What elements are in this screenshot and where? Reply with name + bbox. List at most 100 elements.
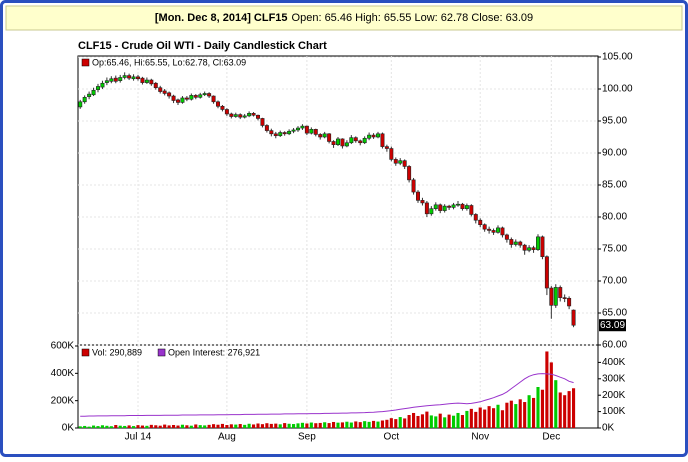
candle-body xyxy=(171,95,176,101)
volume-bar xyxy=(274,423,278,428)
candle-body xyxy=(336,138,340,145)
candle-body xyxy=(296,127,300,131)
candle-body xyxy=(464,205,469,209)
candle-body xyxy=(393,159,398,164)
volume-bar xyxy=(549,362,553,428)
candle-body xyxy=(544,256,549,289)
volume-bar xyxy=(234,424,238,428)
volume-bar xyxy=(376,421,380,428)
candle-body xyxy=(282,132,287,135)
volume-bar xyxy=(87,426,91,428)
candle-body xyxy=(149,79,154,85)
volume-bar xyxy=(283,423,287,428)
candle-body xyxy=(482,224,487,230)
candle-body xyxy=(571,309,576,326)
candle-body xyxy=(87,93,92,97)
header-text: [Mon. Dec 8, 2014] CLF15 Open: 65.46 High… xyxy=(155,12,533,24)
volume-bar xyxy=(140,425,144,428)
volume-bar xyxy=(407,415,411,428)
candle-body xyxy=(376,133,380,138)
candle-body xyxy=(540,236,545,257)
y-tick-label: 100.00 xyxy=(602,84,633,95)
candle-body xyxy=(158,87,163,92)
volume-bar xyxy=(420,414,424,428)
volume-bar xyxy=(398,417,402,428)
candle-body xyxy=(531,247,536,250)
price-panel xyxy=(77,55,599,346)
candle-body xyxy=(269,130,274,135)
volume-bar xyxy=(189,425,193,428)
candle-body xyxy=(433,204,438,209)
candle-body xyxy=(424,202,429,215)
candle-body xyxy=(411,179,416,193)
candle-body xyxy=(389,148,394,160)
y-tick-label: 80.00 xyxy=(602,212,627,223)
candle-body xyxy=(438,204,443,211)
x-tick-label: Oct xyxy=(384,432,400,443)
volume-bar xyxy=(385,419,389,428)
candle-body xyxy=(216,101,220,107)
volume-bar xyxy=(474,411,478,428)
y-tick-label: 105.00 xyxy=(602,52,633,63)
candle-body xyxy=(478,219,483,225)
volume-bar xyxy=(567,391,571,428)
candle-body xyxy=(349,137,354,144)
y2-tick-label: 400K xyxy=(602,357,626,368)
candle-body xyxy=(127,75,132,79)
volume-bar xyxy=(540,389,544,428)
volume-bar xyxy=(478,407,482,428)
volume-bar xyxy=(323,422,327,428)
candle-body xyxy=(144,79,149,83)
volume-bar xyxy=(469,408,473,428)
candle-body xyxy=(180,97,185,103)
candle-body xyxy=(469,205,474,215)
candle-body xyxy=(278,132,283,137)
volume-bar xyxy=(345,421,349,428)
candle-body xyxy=(442,205,447,211)
candle-body xyxy=(558,287,563,298)
candle-body xyxy=(429,208,434,215)
candle-body xyxy=(509,239,514,245)
volume-bar xyxy=(394,419,398,428)
candle-body xyxy=(247,113,252,117)
candle-body xyxy=(451,204,456,208)
candle-body xyxy=(207,93,212,97)
candle-body xyxy=(189,95,194,100)
volume-bar xyxy=(78,426,82,428)
candle-body xyxy=(131,76,136,80)
volume-bar xyxy=(114,424,118,428)
volume-bar xyxy=(243,424,247,428)
candle-body xyxy=(273,133,278,137)
volume-bar xyxy=(292,424,296,428)
volume-bar xyxy=(123,425,127,428)
candle-body xyxy=(198,94,203,98)
volume-bar xyxy=(247,423,251,428)
candle-body xyxy=(176,99,180,103)
candle-body xyxy=(238,114,243,118)
volume-bar xyxy=(536,387,540,428)
volume-bar xyxy=(172,424,176,428)
candle-body xyxy=(153,82,158,89)
candle-body xyxy=(327,133,332,142)
candle-body xyxy=(522,244,527,251)
volume-bar xyxy=(154,425,158,428)
legend-label: Open Interest: 276,921 xyxy=(168,347,260,357)
candle-body xyxy=(162,90,167,94)
candle-body xyxy=(260,118,265,126)
volume-bar xyxy=(487,406,491,428)
candle-body xyxy=(371,134,376,138)
candle-body xyxy=(224,109,229,115)
x-tick-label: Aug xyxy=(218,432,236,443)
candle-body xyxy=(291,129,296,132)
volume-bar xyxy=(367,421,371,428)
candle-body xyxy=(118,77,123,81)
volume-bar xyxy=(278,424,282,428)
candle-body xyxy=(420,200,425,204)
candle-body xyxy=(100,82,105,88)
candle-body xyxy=(460,203,465,209)
volume-bar xyxy=(256,423,260,428)
volume-bar xyxy=(496,404,500,428)
volume-bar xyxy=(318,422,322,428)
candle-body xyxy=(113,77,118,82)
